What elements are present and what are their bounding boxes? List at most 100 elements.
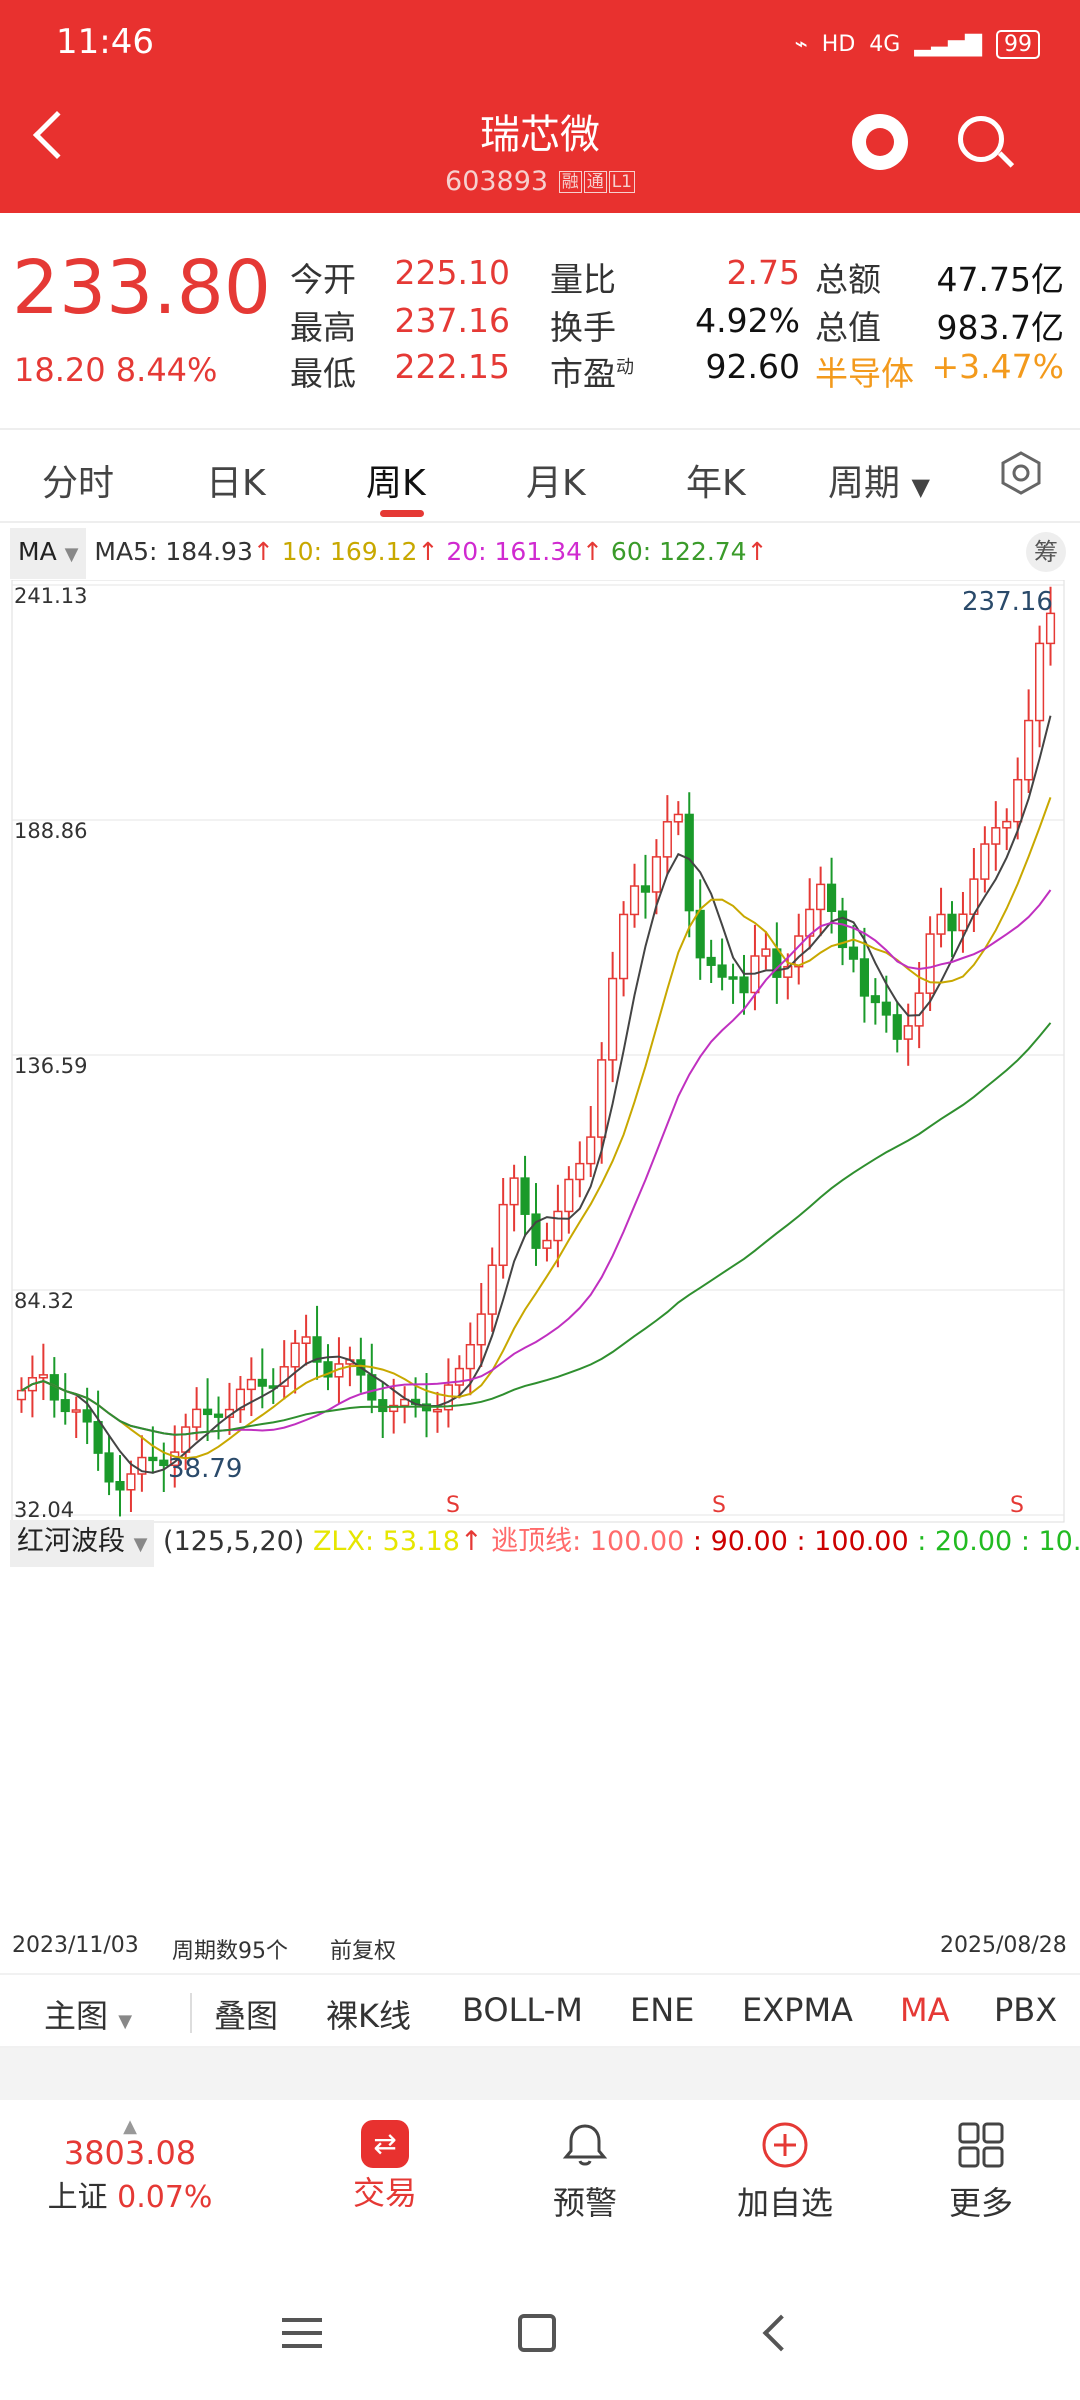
indicator-v4: : 10.00 bbox=[1020, 1526, 1080, 1557]
indicator-v2: : 100.00 bbox=[796, 1526, 909, 1557]
candle-body bbox=[618, 913, 629, 980]
candle-body bbox=[487, 1264, 497, 1315]
tab-daily-k[interactable]: 日K bbox=[206, 463, 266, 504]
tab-yearly-k[interactable]: 年K bbox=[686, 463, 746, 504]
candle-body bbox=[980, 843, 990, 880]
candle-body bbox=[93, 1421, 103, 1454]
y-tick-label: 136.59 bbox=[14, 1054, 87, 1078]
back-nav-icon[interactable] bbox=[762, 2314, 800, 2352]
settings-hexagon-icon[interactable] bbox=[998, 450, 1044, 496]
nav-bare-k[interactable]: 裸K线 bbox=[326, 1997, 411, 2035]
nav-overlay[interactable]: 叠图 bbox=[214, 1997, 279, 2035]
tab-timeshare[interactable]: 分时 bbox=[42, 463, 115, 504]
indicator-v1: : 90.00 bbox=[692, 1526, 788, 1557]
nav-expma[interactable]: EXPMA bbox=[742, 1991, 853, 2029]
nav-main-chart[interactable]: 主图 ▼ bbox=[44, 1991, 132, 2037]
candle-body bbox=[837, 910, 848, 949]
more-label: 更多 bbox=[948, 2184, 1013, 2222]
ma10-value: 10: 169.12 bbox=[281, 537, 418, 566]
main-panel-frame bbox=[11, 580, 1065, 1523]
quote-label: 换手 bbox=[550, 308, 616, 347]
index-value: 3803.08 bbox=[63, 2134, 197, 2172]
tab-add-watchlist[interactable]: 加自选 bbox=[720, 2120, 850, 2224]
indicator-params: (125,5,20) bbox=[163, 1526, 305, 1557]
index-row: 上证 0.07% bbox=[40, 2172, 220, 2216]
assistant-icon[interactable] bbox=[852, 114, 908, 170]
tab-period[interactable]: 周期 ▼ bbox=[828, 454, 930, 506]
chip-badge[interactable]: 筹 bbox=[1026, 532, 1066, 572]
ma5-line bbox=[20, 715, 1052, 1474]
bell-icon bbox=[562, 2124, 608, 2166]
ma60-up-icon: ↑ bbox=[746, 537, 768, 566]
candle-body bbox=[881, 1001, 891, 1016]
candle-body bbox=[706, 956, 716, 966]
candle-body bbox=[82, 1409, 92, 1423]
nav-ene[interactable]: ENE bbox=[630, 1991, 695, 2029]
active-tab-indicator bbox=[380, 510, 424, 517]
nav-pbx[interactable]: PBX bbox=[994, 1991, 1058, 2029]
quote-label: 今开 bbox=[290, 260, 356, 299]
chart-type-nav: 主图 ▼ 叠图 裸K线 BOLL-M ENE EXPMA MA PBX bbox=[0, 1973, 1080, 2048]
quote-value: 983.7亿 bbox=[936, 308, 1064, 347]
nav-boll-m[interactable]: BOLL-M bbox=[462, 1991, 583, 2029]
quote-value: 47.75亿 bbox=[936, 260, 1064, 299]
candle-body bbox=[279, 1366, 289, 1387]
sell-marker: S bbox=[1010, 1493, 1024, 1518]
candle-body bbox=[323, 1361, 333, 1378]
tab-monthly-k[interactable]: 月K bbox=[526, 463, 586, 504]
quote-label: 最高 bbox=[290, 308, 356, 347]
period-dropdown-icon: ▼ bbox=[911, 473, 930, 501]
candle-body bbox=[454, 1367, 464, 1386]
date-start: 2023/11/03 bbox=[12, 1933, 139, 1958]
candle-body bbox=[695, 909, 705, 959]
search-icon[interactable] bbox=[958, 116, 1004, 162]
candle-body bbox=[1045, 612, 1056, 645]
candle-body bbox=[542, 1239, 552, 1249]
ma-dropdown-icon: ▼ bbox=[64, 544, 79, 565]
ma5-up-icon: ↑ bbox=[252, 537, 274, 566]
signal-icon: ▂▃▅▇ bbox=[914, 32, 982, 57]
kline-chart[interactable]: 241.13 188.86 136.59 84.32 32.04 237.16 38.79 S… bbox=[0, 580, 1080, 1560]
candle-body bbox=[498, 1203, 508, 1267]
candle-body bbox=[432, 1408, 443, 1413]
connect-tag: 通 bbox=[583, 171, 607, 193]
home-icon[interactable] bbox=[518, 2314, 556, 2352]
candle-body bbox=[312, 1336, 322, 1363]
tab-weekly-k[interactable]: 周K bbox=[366, 463, 426, 504]
index-ticker[interactable]: ▲ 3803.08 上证 0.07% bbox=[40, 2118, 220, 2216]
candle-body bbox=[662, 821, 672, 858]
ma-selector[interactable]: MA ▼ bbox=[10, 528, 87, 579]
candle-body bbox=[739, 976, 749, 994]
candle-body bbox=[794, 935, 804, 968]
candle-body bbox=[783, 965, 793, 978]
candle-body bbox=[597, 1059, 607, 1138]
tab-trade[interactable]: ⇄ 交易 bbox=[330, 2120, 440, 2214]
candle-body bbox=[520, 1177, 530, 1215]
candle-body bbox=[1034, 642, 1045, 722]
add-label: 加自选 bbox=[736, 2184, 833, 2222]
tab-more[interactable]: 更多 bbox=[926, 2120, 1036, 2224]
candle-body bbox=[717, 964, 727, 978]
candle-body bbox=[235, 1388, 246, 1411]
index-name: 上证 bbox=[47, 2180, 108, 2215]
adjust-mode: 前复权 bbox=[330, 1939, 397, 1964]
indicator-selector[interactable]: 红河波段 ▼ bbox=[10, 1520, 155, 1567]
candle-body bbox=[870, 995, 880, 1004]
quote-label: 市盈动 bbox=[550, 354, 634, 393]
candle-body bbox=[213, 1413, 224, 1418]
quote-label: 半导体 bbox=[815, 354, 914, 393]
candle-body bbox=[126, 1473, 136, 1491]
candle-body bbox=[301, 1336, 311, 1345]
menu-icon[interactable] bbox=[282, 2318, 322, 2348]
tab-alert[interactable]: 预警 bbox=[530, 2120, 640, 2224]
nav-divider bbox=[190, 1993, 192, 2033]
nav-ma[interactable]: MA bbox=[900, 1991, 950, 2029]
separator-strip bbox=[0, 2048, 1080, 2100]
battery-icon: 99 bbox=[996, 30, 1040, 59]
candle-body bbox=[1002, 820, 1012, 829]
quote-value: 4.92% bbox=[695, 301, 800, 340]
quote-value: 92.60 bbox=[705, 347, 800, 386]
level-tag: L1 bbox=[608, 171, 635, 193]
bottom-tabbar: ▲ 3803.08 上证 0.07% ⇄ 交易 预警 加自选 更多 bbox=[0, 2100, 1080, 2270]
